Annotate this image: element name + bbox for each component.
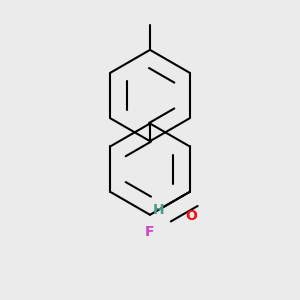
- Text: O: O: [185, 209, 197, 224]
- Text: H: H: [153, 203, 164, 217]
- Text: F: F: [145, 225, 155, 239]
